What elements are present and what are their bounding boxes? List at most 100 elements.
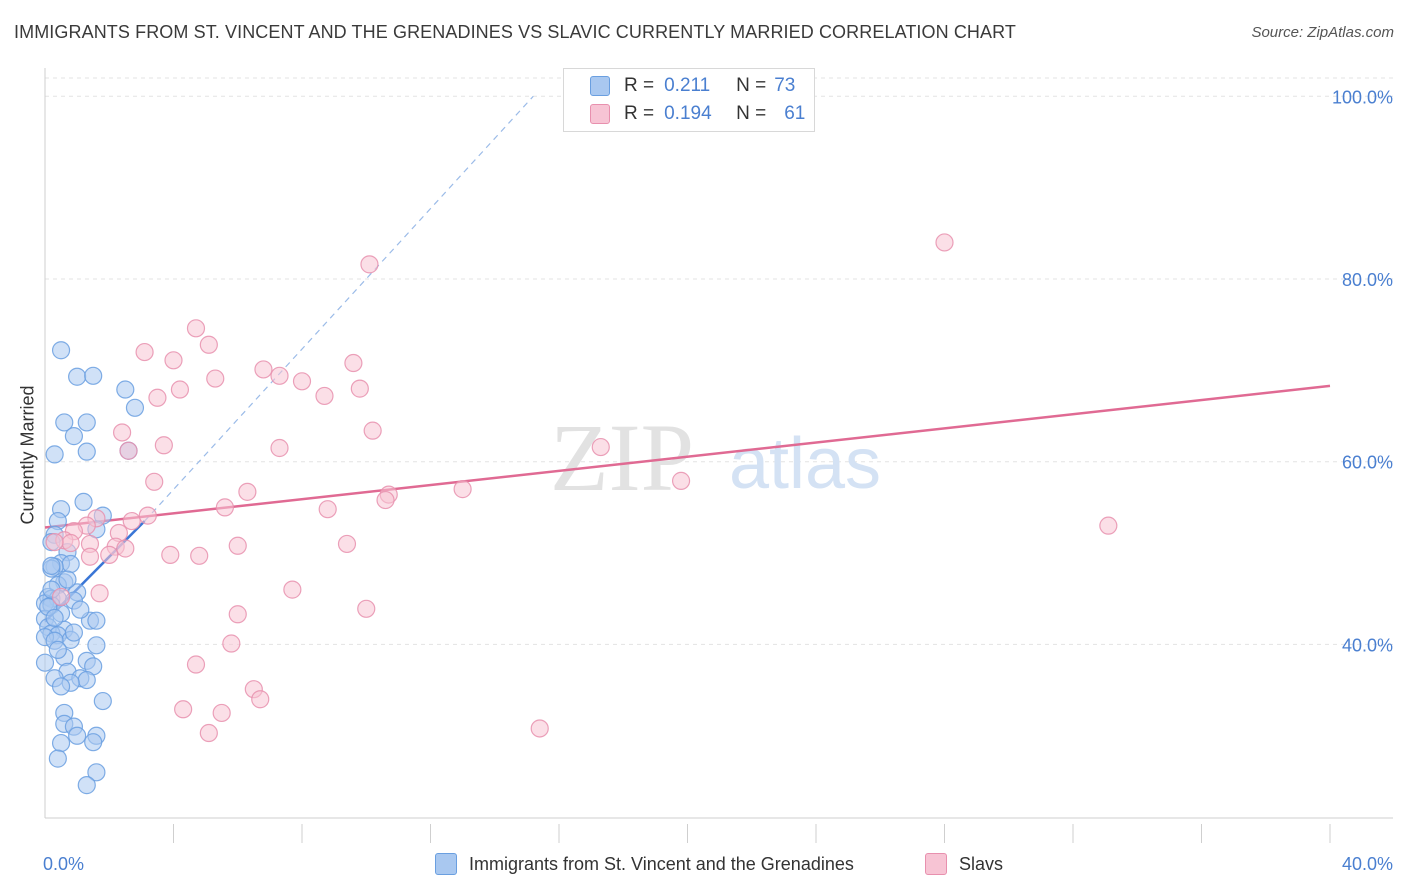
point-slavs	[671, 471, 691, 490]
point-immigrants	[35, 653, 55, 672]
point-slavs	[251, 690, 270, 709]
point-immigrants	[61, 554, 80, 574]
point-immigrants	[48, 640, 67, 660]
point-slavs	[199, 723, 218, 743]
blue-swatch-icon	[435, 853, 457, 875]
point-slavs	[145, 472, 164, 491]
point-slavs	[215, 498, 234, 517]
point-slavs	[337, 534, 357, 554]
r-value: 0.211	[664, 75, 711, 96]
y-tick-label: 60.0%	[1342, 453, 1393, 473]
legend-label-immigrants: Immigrants from St. Vincent and the Gren…	[469, 853, 854, 874]
point-immigrants	[87, 636, 106, 655]
point-immigrants	[93, 691, 112, 711]
point-slavs	[212, 703, 231, 723]
point-immigrants	[51, 677, 71, 696]
point-slavs	[270, 366, 289, 385]
stats-legend: R = 0.211 N = 73 R = 0.194 N = 61	[563, 68, 815, 132]
point-slavs	[530, 719, 549, 738]
point-slavs	[135, 342, 154, 362]
tick-labels: 100.0% 80.0% 60.0% 40.0% 0.0% 40.0%	[43, 87, 1393, 874]
point-immigrants	[55, 413, 74, 432]
point-slavs	[318, 500, 337, 519]
watermark: ZIP atlas	[550, 404, 881, 511]
point-slavs	[254, 360, 273, 379]
point-slavs	[186, 319, 206, 338]
point-immigrants	[71, 600, 90, 619]
n-label: N =	[736, 75, 767, 96]
blue-swatch-icon	[590, 76, 610, 96]
point-slavs	[170, 380, 190, 399]
axes	[44, 68, 1393, 843]
x-tick-label: 40.0%	[1342, 854, 1393, 874]
point-immigrants	[45, 608, 64, 628]
point-slavs	[45, 532, 64, 552]
point-immigrants	[51, 341, 71, 360]
point-slavs	[292, 372, 312, 391]
point-slavs	[164, 351, 183, 370]
point-slavs	[363, 421, 382, 440]
point-slavs	[199, 335, 218, 354]
r-label: R =	[624, 103, 655, 124]
point-immigrants	[74, 492, 93, 512]
point-slavs	[222, 634, 241, 653]
point-slavs	[453, 480, 472, 499]
point-slavs	[238, 482, 257, 501]
point-immigrants	[42, 556, 61, 575]
point-immigrants	[116, 380, 135, 399]
pink-swatch-icon	[590, 104, 610, 124]
point-slavs	[228, 536, 247, 555]
point-slavs	[206, 369, 225, 388]
point-slavs	[376, 490, 395, 510]
point-slavs	[61, 533, 80, 553]
point-slavs	[80, 547, 100, 566]
trend-immigrants-extension	[144, 95, 534, 522]
n-label: N =	[736, 103, 767, 124]
chart-title: IMMIGRANTS FROM ST. VINCENT AND THE GREN…	[14, 22, 1017, 42]
point-immigrants	[51, 733, 71, 753]
point-immigrants	[77, 670, 96, 690]
point-slavs	[174, 700, 193, 719]
point-slavs	[119, 441, 138, 460]
legend-label-slavs: Slavs	[959, 853, 1004, 874]
n-value: 61	[784, 103, 806, 124]
point-immigrants	[84, 366, 103, 385]
y-tick-label: 40.0%	[1342, 635, 1393, 655]
point-slavs	[1099, 516, 1118, 535]
point-immigrants	[77, 776, 96, 795]
point-slavs	[90, 584, 109, 603]
point-immigrants	[64, 427, 84, 446]
point-immigrants	[87, 611, 106, 630]
point-immigrants	[58, 570, 77, 589]
point-immigrants	[64, 623, 84, 642]
n-value: 73	[774, 75, 796, 96]
point-slavs	[935, 233, 954, 252]
point-slavs	[228, 605, 247, 624]
point-slavs	[357, 599, 376, 618]
r-value: 0.194	[664, 103, 712, 124]
point-slavs	[591, 437, 610, 457]
pink-swatch-icon	[925, 853, 947, 875]
series-legend: Immigrants from St. Vincent and the Gren…	[0, 851, 1406, 879]
r-label: R =	[624, 75, 655, 96]
watermark-atlas: atlas	[729, 424, 881, 504]
point-immigrants	[45, 445, 64, 464]
point-immigrants	[84, 733, 103, 752]
stats-legend-row-pink: R = 0.194 N = 61	[564, 100, 805, 128]
point-slavs	[270, 438, 289, 458]
point-slavs	[100, 545, 119, 564]
point-slavs	[138, 506, 157, 525]
point-slavs	[112, 423, 132, 442]
x-tick-label: 0.0%	[43, 854, 84, 874]
y-tick-label: 80.0%	[1342, 270, 1393, 290]
y-tick-label: 100.0%	[1332, 87, 1393, 107]
legend-item-slavs[interactable]: Slavs	[925, 851, 1003, 877]
legend-item-immigrants[interactable]: Immigrants from St. Vincent and the Gren…	[435, 851, 854, 877]
point-slavs	[190, 546, 209, 565]
source-credit: Source: ZipAtlas.com	[1251, 24, 1394, 41]
point-slavs	[51, 587, 71, 607]
point-slavs	[122, 511, 141, 531]
stats-legend-row-blue: R = 0.211 N = 73	[564, 72, 795, 100]
point-immigrants	[68, 367, 87, 386]
